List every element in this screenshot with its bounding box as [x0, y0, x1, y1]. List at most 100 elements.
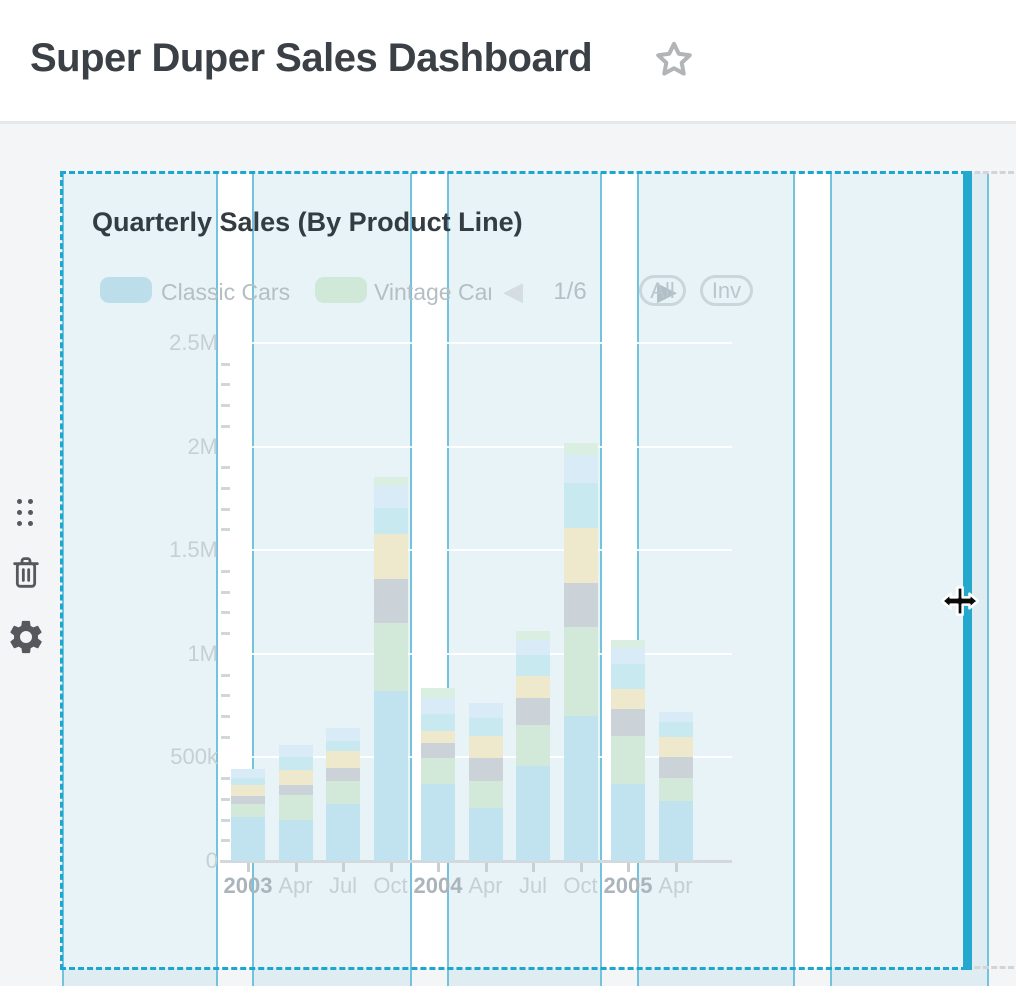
- stacked-bar[interactable]: [611, 640, 645, 861]
- stacked-bar[interactable]: [421, 688, 455, 861]
- legend-invert-button[interactable]: Inv: [700, 275, 753, 306]
- bar-segment[interactable]: [373, 691, 408, 861]
- x-axis-tick: [627, 863, 630, 872]
- bar-segment[interactable]: [373, 579, 408, 623]
- legend-swatch-vintage-cars[interactable]: [315, 277, 367, 303]
- widget-settings-button[interactable]: [6, 616, 46, 663]
- bar-segment[interactable]: [563, 483, 598, 528]
- bar-segment[interactable]: [278, 795, 313, 820]
- bar-segment[interactable]: [231, 778, 265, 785]
- favorite-star-icon[interactable]: [652, 38, 696, 82]
- bar-segment[interactable]: [468, 758, 503, 781]
- bar-segment[interactable]: [611, 689, 645, 709]
- stacked-bar[interactable]: [373, 477, 408, 861]
- legend-prev-page-icon[interactable]: ◀: [503, 276, 523, 306]
- bar-segment[interactable]: [373, 508, 408, 534]
- y-gridline: [220, 549, 732, 552]
- bar-segment[interactable]: [421, 731, 455, 743]
- bar-segment[interactable]: [278, 757, 313, 770]
- y-minor-tick: [221, 528, 230, 532]
- bar-segment[interactable]: [611, 784, 645, 861]
- bar-segment[interactable]: [421, 743, 455, 758]
- bar-segment[interactable]: [658, 757, 693, 778]
- bar-segment[interactable]: [373, 486, 408, 508]
- bar-segment[interactable]: [231, 804, 265, 817]
- bar-segment[interactable]: [326, 751, 360, 768]
- gear-icon: [6, 620, 46, 662]
- drag-handle-icon[interactable]: [17, 499, 34, 527]
- legend-select-all-button[interactable]: All: [639, 275, 686, 306]
- bar-segment[interactable]: [326, 804, 360, 861]
- stacked-bar[interactable]: [326, 728, 360, 861]
- bar-segment[interactable]: [516, 766, 550, 861]
- bar-segment[interactable]: [231, 769, 265, 778]
- x-axis-label: Jul: [328, 873, 358, 898]
- bar-segment[interactable]: [421, 688, 455, 698]
- y-minor-tick: [221, 466, 230, 470]
- legend-label-classic-cars[interactable]: Classic Cars: [161, 279, 291, 305]
- stacked-bar[interactable]: [278, 745, 313, 861]
- bar-segment[interactable]: [373, 534, 408, 579]
- bar-segment[interactable]: [611, 640, 645, 648]
- bar-segment[interactable]: [468, 736, 503, 758]
- bar-segment[interactable]: [658, 722, 693, 737]
- bar-segment[interactable]: [421, 758, 455, 784]
- bar-segment[interactable]: [468, 703, 503, 718]
- stacked-bar[interactable]: [231, 769, 265, 861]
- bar-segment[interactable]: [658, 801, 693, 861]
- delete-widget-button[interactable]: [10, 553, 42, 598]
- stacked-bar[interactable]: [468, 703, 503, 861]
- bar-segment[interactable]: [231, 817, 265, 861]
- bar-segment[interactable]: [326, 768, 360, 781]
- chart-widget[interactable]: Quarterly Sales (By Product Line) Classi…: [62, 173, 965, 968]
- x-axis-line: [220, 860, 732, 863]
- stacked-bar[interactable]: [658, 712, 693, 861]
- bar-segment[interactable]: [658, 712, 693, 722]
- bar-segment[interactable]: [516, 698, 550, 725]
- bar-segment[interactable]: [611, 709, 645, 736]
- bar-segment[interactable]: [231, 796, 265, 804]
- bar-segment[interactable]: [373, 623, 408, 691]
- bar-segment[interactable]: [278, 770, 313, 785]
- stacked-bar[interactable]: [563, 443, 598, 861]
- stacked-bar[interactable]: [516, 631, 550, 861]
- bar-segment[interactable]: [516, 655, 550, 676]
- bar-segment[interactable]: [611, 664, 645, 689]
- bar-segment[interactable]: [516, 631, 550, 640]
- y-minor-tick: [221, 777, 230, 781]
- bar-segment[interactable]: [421, 698, 455, 714]
- chart-widget-background[interactable]: [62, 173, 965, 968]
- bar-segment[interactable]: [658, 737, 693, 757]
- bar-segment[interactable]: [563, 627, 598, 716]
- bar-segment[interactable]: [468, 808, 503, 861]
- bar-segment[interactable]: [516, 676, 550, 698]
- bar-segment[interactable]: [563, 583, 598, 627]
- bar-segment[interactable]: [326, 741, 360, 751]
- bar-segment[interactable]: [468, 718, 503, 736]
- y-minor-tick: [221, 839, 230, 843]
- bar-segment[interactable]: [611, 736, 645, 784]
- bar-segment[interactable]: [516, 640, 550, 655]
- bar-segment[interactable]: [468, 781, 503, 808]
- widget-resize-handle[interactable]: [963, 171, 972, 970]
- bar-segment[interactable]: [278, 785, 313, 795]
- bar-segment[interactable]: [421, 714, 455, 731]
- bar-segment[interactable]: [231, 785, 265, 796]
- bar-segment[interactable]: [563, 443, 598, 455]
- bar-segment[interactable]: [278, 745, 313, 757]
- bar-segment[interactable]: [563, 528, 598, 583]
- bar-segment[interactable]: [563, 716, 598, 861]
- bar-segment[interactable]: [373, 477, 408, 486]
- bar-segment[interactable]: [278, 820, 313, 861]
- bar-segment[interactable]: [658, 778, 693, 801]
- y-minor-tick: [221, 694, 230, 698]
- bar-segment[interactable]: [326, 781, 360, 804]
- x-axis-tick: [389, 863, 393, 872]
- bar-segment[interactable]: [516, 725, 550, 766]
- legend-swatch-classic-cars[interactable]: [100, 277, 152, 303]
- legend-label-vintage-cars[interactable]: Vintage Cars: [374, 279, 491, 305]
- bar-segment[interactable]: [563, 455, 598, 483]
- bar-segment[interactable]: [421, 784, 455, 861]
- bar-segment[interactable]: [326, 728, 360, 741]
- bar-segment[interactable]: [611, 648, 645, 664]
